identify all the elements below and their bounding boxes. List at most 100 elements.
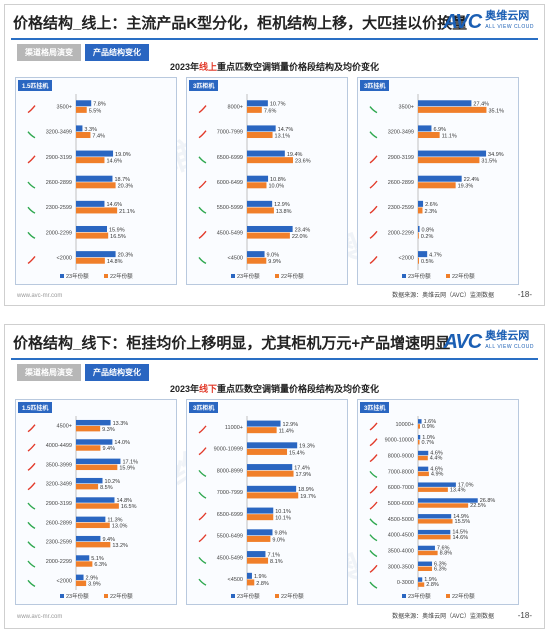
footer-url: www.avc-mr.com [17,293,63,299]
legend-label: 22年份额 [281,272,304,280]
bar-22 [247,448,288,455]
bar-22 [247,232,290,239]
trend-up-arrow-icon [369,180,378,189]
category-label: 8000-9000 [388,454,414,460]
legend-swatch [275,274,279,278]
bar-23 [76,439,113,445]
tab-channel-pattern[interactable]: 渠道格局演变 [17,44,81,61]
data-label: 13.1% [275,133,291,139]
data-label: 14.8% [116,498,132,504]
trend-up-arrow-icon [198,512,207,521]
trend-up-arrow-icon [369,501,378,510]
chart-3hp-wall-offline: 10000+ 1.6%0.9% 9000-10000 1.0%0.7% 8000-900… [369,416,495,600]
panel-tag: 3匹挂机 [360,80,390,91]
trend-up-arrow-icon [27,255,36,265]
data-label: 34.9% [488,152,504,158]
logo-cn: 奥维云网 ALL VIEW CLOUD [485,330,534,351]
bar-22 [76,522,110,529]
data-label: 12.9% [283,422,299,428]
legend-swatch [446,274,450,278]
trend-up-arrow-icon [27,462,36,471]
data-label: 0.5% [421,259,434,265]
bar-23 [247,442,298,449]
trend-down-arrow-icon [369,581,378,589]
bar-23 [418,466,429,472]
bar-22 [418,182,456,189]
trend-down-arrow-icon [27,131,36,139]
data-label: 6.3% [94,562,107,568]
bar-22 [76,561,93,567]
bar-22 [418,157,480,164]
category-label: 4000-4499 [46,443,72,449]
data-label: 15.5% [455,519,471,525]
category-label: 2900-3199 [46,155,72,161]
data-label: 8.8% [440,551,453,557]
category-label: <2000 [57,255,72,261]
category-label: 2900-3199 [388,155,414,161]
trend-up-arrow-icon [198,105,207,114]
bar-22 [247,182,267,189]
data-label: 7.4% [92,133,105,139]
data-label: 9.3% [102,427,115,433]
bar-22 [247,535,271,542]
data-source: 数据来源：奥维云网（AVC）监测数据 [392,614,494,620]
category-label: 4500+ [57,424,72,430]
data-label: 14.6% [106,202,122,208]
trend-down-arrow-icon [198,156,207,164]
bar-22 [418,207,423,214]
trend-up-arrow-icon [198,425,207,434]
panel-tag: 3匹柜机 [189,402,219,413]
bar-23 [247,551,266,558]
trend-up-arrow-icon [369,438,378,447]
category-label: 4500-5499 [217,230,243,236]
data-label: 20.3% [118,184,134,190]
category-label: 9000-10000 [385,438,414,444]
data-label: 3.3% [84,127,97,133]
data-label: 6.3% [434,561,447,567]
data-label: 16.5% [121,504,137,510]
category-label: 6500-6999 [217,155,243,161]
data-label: 23.6% [295,159,311,165]
bar-22 [76,425,101,432]
data-label: 1.6% [424,419,437,425]
bar-22 [247,492,299,499]
trend-up-arrow-icon [27,424,36,433]
tab-bar: 渠道格局演变 产品结构变化 [17,44,149,61]
data-label: 7.6% [437,546,450,552]
bar-23 [76,419,111,426]
tab-product-structure[interactable]: 产品结构变化 [85,364,149,381]
trend-up-arrow-icon [369,422,378,431]
data-label: 4.6% [430,466,443,472]
category-label: 6000-7000 [388,485,414,491]
data-label: 13.3% [113,421,129,427]
trend-down-arrow-icon [369,518,378,526]
panel-tag: 3匹柜机 [189,80,219,91]
data-label: 22.5% [470,503,486,509]
data-label: 14.9% [453,514,469,520]
bar-23 [76,458,121,465]
bar-22 [76,106,87,113]
data-label: 0.2% [421,234,434,240]
data-label: 6.3% [434,566,447,572]
bar-22 [418,471,429,477]
category-label: 2300-2599 [46,540,72,546]
bar-23 [418,200,424,207]
bar-22 [247,579,255,586]
bar-23 [418,482,456,487]
panel-tag: 1.5匹挂机 [18,402,53,413]
logo-cn: 奥维云网 ALL VIEW CLOUD [485,10,534,31]
tab-channel-pattern[interactable]: 渠道格局演变 [17,364,81,381]
trend-down-arrow-icon [198,578,207,586]
bar-22 [247,427,277,434]
data-label: 10.1% [275,509,291,515]
legend-label: 23年份额 [408,592,431,600]
chart-panel: 8000+ 10.7% 7.6% 7000-7999 14.7% 13.1% 6500-69… [186,77,348,285]
data-label: 9.0% [272,537,285,543]
tab-product-structure[interactable]: 产品结构变化 [85,44,149,61]
data-label: 2.6% [425,202,438,208]
bar-23 [247,100,268,107]
data-label: 13.2% [112,543,128,549]
legend-label: 22年份额 [452,272,475,280]
data-label: 10.2% [105,479,121,485]
bar-22 [247,207,274,214]
